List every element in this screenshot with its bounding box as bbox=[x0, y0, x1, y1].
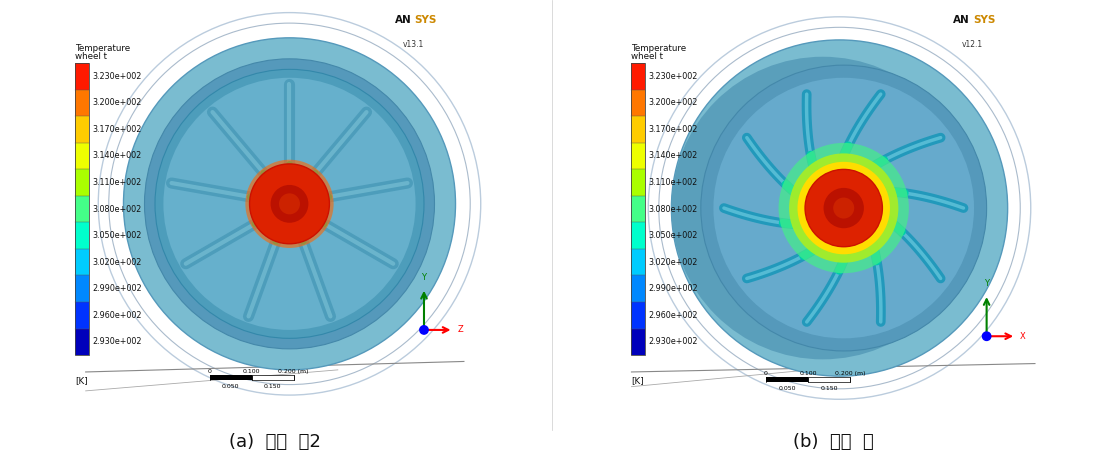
Text: 3.080e+002: 3.080e+002 bbox=[92, 205, 141, 213]
Bar bbox=[75, 143, 89, 169]
Text: 0: 0 bbox=[765, 371, 768, 376]
Text: 3.230e+002: 3.230e+002 bbox=[92, 72, 142, 81]
Bar bbox=[75, 222, 89, 249]
Text: 3.200e+002: 3.200e+002 bbox=[648, 99, 698, 107]
Bar bbox=[75, 169, 89, 196]
Bar bbox=[75, 329, 89, 355]
Text: 0.050: 0.050 bbox=[222, 384, 239, 389]
Text: 0.150: 0.150 bbox=[820, 386, 838, 391]
Text: 3.050e+002: 3.050e+002 bbox=[648, 231, 698, 240]
Text: Y: Y bbox=[984, 279, 989, 288]
Text: 2.930e+002: 2.930e+002 bbox=[648, 337, 698, 347]
Text: 0: 0 bbox=[207, 369, 212, 374]
Bar bbox=[75, 116, 89, 143]
Circle shape bbox=[671, 40, 1007, 376]
Circle shape bbox=[163, 78, 416, 330]
Text: [K]: [K] bbox=[75, 376, 88, 385]
Text: SYS: SYS bbox=[414, 14, 438, 25]
Circle shape bbox=[245, 160, 334, 248]
Text: 3.140e+002: 3.140e+002 bbox=[648, 151, 698, 161]
Bar bbox=[75, 276, 89, 302]
Text: AN: AN bbox=[394, 14, 411, 25]
Circle shape bbox=[249, 164, 329, 244]
Text: 0.100: 0.100 bbox=[799, 371, 817, 376]
Bar bbox=[75, 63, 89, 355]
Circle shape bbox=[279, 193, 300, 214]
Bar bbox=[75, 249, 89, 276]
Text: 3.110e+002: 3.110e+002 bbox=[92, 178, 141, 187]
Text: wheel t: wheel t bbox=[75, 52, 107, 61]
Text: 3.200e+002: 3.200e+002 bbox=[92, 99, 142, 107]
Text: 2.960e+002: 2.960e+002 bbox=[648, 311, 698, 320]
Text: 2.960e+002: 2.960e+002 bbox=[92, 311, 142, 320]
Text: [K]: [K] bbox=[632, 376, 644, 385]
Bar bbox=[632, 329, 645, 355]
Bar bbox=[632, 63, 645, 90]
Circle shape bbox=[806, 170, 882, 247]
Bar bbox=[632, 169, 645, 196]
Bar bbox=[252, 375, 294, 380]
Text: 0.200 (m): 0.200 (m) bbox=[834, 371, 865, 376]
Bar bbox=[209, 375, 252, 380]
Text: 3.170e+002: 3.170e+002 bbox=[648, 125, 698, 134]
Circle shape bbox=[823, 188, 864, 228]
Bar bbox=[632, 249, 645, 276]
Circle shape bbox=[779, 143, 909, 273]
Bar bbox=[75, 63, 89, 90]
Text: 2.930e+002: 2.930e+002 bbox=[92, 337, 142, 347]
Text: 3.050e+002: 3.050e+002 bbox=[92, 231, 142, 240]
Bar bbox=[632, 63, 645, 355]
Text: 3.140e+002: 3.140e+002 bbox=[92, 151, 141, 161]
Text: 3.110e+002: 3.110e+002 bbox=[648, 178, 698, 187]
Text: wheel t: wheel t bbox=[632, 52, 664, 61]
Bar bbox=[75, 302, 89, 329]
Bar bbox=[75, 196, 89, 222]
Circle shape bbox=[144, 59, 434, 349]
Text: (b)  개발  휠: (b) 개발 휠 bbox=[793, 432, 873, 451]
Text: 0.050: 0.050 bbox=[778, 386, 796, 391]
Circle shape bbox=[420, 326, 428, 334]
Text: v12.1: v12.1 bbox=[962, 40, 983, 49]
Text: 2.990e+002: 2.990e+002 bbox=[648, 284, 698, 293]
Circle shape bbox=[983, 332, 991, 340]
Text: 3.230e+002: 3.230e+002 bbox=[648, 72, 698, 81]
Circle shape bbox=[155, 69, 424, 338]
Circle shape bbox=[701, 65, 986, 351]
Text: Temperature: Temperature bbox=[75, 43, 131, 53]
Bar bbox=[632, 276, 645, 302]
Bar bbox=[766, 377, 808, 382]
Text: v13.1: v13.1 bbox=[403, 40, 424, 49]
Text: Z: Z bbox=[458, 325, 463, 334]
Text: 0.100: 0.100 bbox=[243, 369, 260, 374]
Text: 0.150: 0.150 bbox=[264, 384, 281, 389]
Bar bbox=[75, 90, 89, 116]
Circle shape bbox=[833, 198, 854, 219]
Text: AN: AN bbox=[953, 14, 970, 25]
Text: 3.020e+002: 3.020e+002 bbox=[92, 258, 142, 267]
Text: 3.080e+002: 3.080e+002 bbox=[648, 205, 698, 213]
Text: (a)  기본  휠2: (a) 기본 휠2 bbox=[229, 432, 320, 451]
Bar bbox=[632, 116, 645, 143]
Circle shape bbox=[798, 162, 890, 254]
Text: X: X bbox=[1020, 332, 1026, 341]
Text: 2.990e+002: 2.990e+002 bbox=[92, 284, 142, 293]
Bar bbox=[632, 90, 645, 116]
Circle shape bbox=[714, 78, 974, 338]
Text: Temperature: Temperature bbox=[632, 43, 687, 53]
Bar bbox=[632, 302, 645, 329]
Bar bbox=[632, 196, 645, 222]
Circle shape bbox=[123, 38, 455, 370]
Text: Y: Y bbox=[421, 273, 427, 282]
Bar bbox=[632, 222, 645, 249]
Circle shape bbox=[671, 57, 974, 360]
Circle shape bbox=[789, 153, 899, 262]
Text: 3.020e+002: 3.020e+002 bbox=[648, 258, 698, 267]
Text: 0.200 (m): 0.200 (m) bbox=[278, 369, 309, 374]
Text: SYS: SYS bbox=[973, 14, 996, 25]
Bar bbox=[808, 377, 850, 382]
Bar bbox=[632, 143, 645, 169]
Circle shape bbox=[270, 185, 308, 223]
Text: 3.170e+002: 3.170e+002 bbox=[92, 125, 142, 134]
